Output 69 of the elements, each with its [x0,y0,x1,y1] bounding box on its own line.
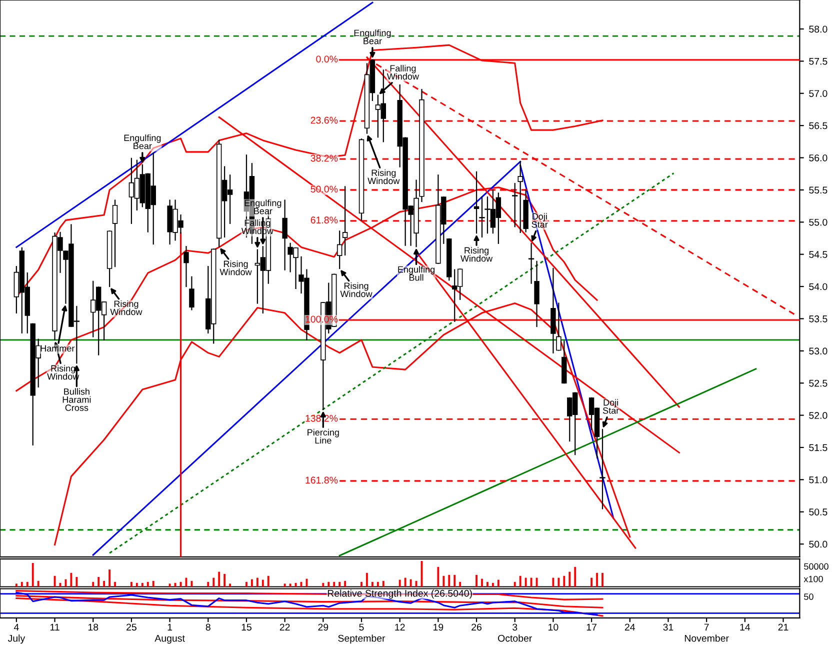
annotation: 23.6% [310,116,338,124]
x-tick-label: 17 [586,624,596,631]
x-tick-label: 7 [704,624,709,631]
x-tick-label: 18 [88,624,98,631]
x-tick-label: 4 [14,624,19,631]
x-tick-label: 19 [434,624,444,631]
x2-tick-label: August [154,634,185,644]
annotation: Rising Window [340,282,372,298]
annotation: Engulfing Bear [354,29,391,44]
y-tick-label: 51.0 [809,476,828,484]
text: 50 [804,594,814,600]
y-tick-label: 54.5 [809,251,828,258]
annotation: Rising Window [368,169,400,184]
y-tick-label: 53.5 [809,315,828,322]
x-tick-label: 14 [740,624,750,631]
annotation: Rising Window [460,246,493,262]
x-tick-label: 31 [663,624,674,631]
y-tick-label: 58.0 [809,26,828,33]
annotation: Rising Window [220,260,252,276]
x-tick-label: 29 [318,624,328,631]
y-tick-label: 52.0 [809,412,828,419]
annotation: 50.0% [310,186,338,193]
y-tick-label: 56.0 [809,154,828,162]
annotation: 100.0% [306,316,338,323]
text: x100 [804,576,823,582]
annotation: 61.8% [310,216,338,224]
annotation: Engulfing Bull [398,266,435,281]
x-tick-label: 15 [242,624,252,631]
annotation: Falling Window [386,64,420,80]
x-tick-label: 12 [395,624,405,631]
x-tick-label: 10 [548,624,558,631]
y-tick-label: 54.0 [809,283,828,290]
y-tick-label: 55.0 [809,218,828,226]
x2-tick-label: October [498,634,532,642]
annotation: Doji Star [602,399,619,414]
chart-title: Relative Strength Index (26.5040) [328,590,472,599]
y-tick-label: 57.0 [809,90,828,97]
x2-tick-label: July [8,634,26,644]
x2-tick-label: November [684,634,729,642]
x-tick-label: 5 [359,624,364,631]
text: 50000 [804,563,828,570]
annotation: 0.0% [316,56,338,62]
x-tick-label: 26 [472,624,482,631]
x-tick-label: 1 [168,624,172,631]
y-tick-label: 57.5 [809,58,828,65]
y-tick-label: 50.0 [809,540,828,548]
annotation: Rising Window [110,300,142,316]
x-tick-label: 21 [778,624,788,631]
x-tick-label: 24 [624,624,636,631]
x-tick-label: 22 [280,624,290,631]
annotation: Doji Star [532,212,548,228]
annotation: Engulfing Bear [124,134,161,150]
annotation: 161.8% [306,476,338,484]
x-tick-label: 8 [206,624,210,631]
x-tick-label: 25 [126,624,136,631]
x-tick-label: 3 [512,624,518,631]
annotation: Piercing Line [308,428,339,444]
y-tick-label: 53.0 [809,348,828,355]
y-tick-label: 56.5 [809,122,828,130]
y-tick-label: 52.5 [809,380,828,387]
annotation: 38.2% [310,154,338,162]
x2-tick-label: September [338,634,386,644]
y-tick-label: 51.5 [809,444,828,452]
annotation: Hammer [40,345,75,352]
x-tick-label: 11 [50,624,60,631]
y-tick-label: 50.5 [809,508,828,516]
annotation: Engulfing Bear [244,200,282,214]
annotation: Bullish Harami Cross [62,388,91,411]
y-tick-label: 55.5 [809,186,828,194]
